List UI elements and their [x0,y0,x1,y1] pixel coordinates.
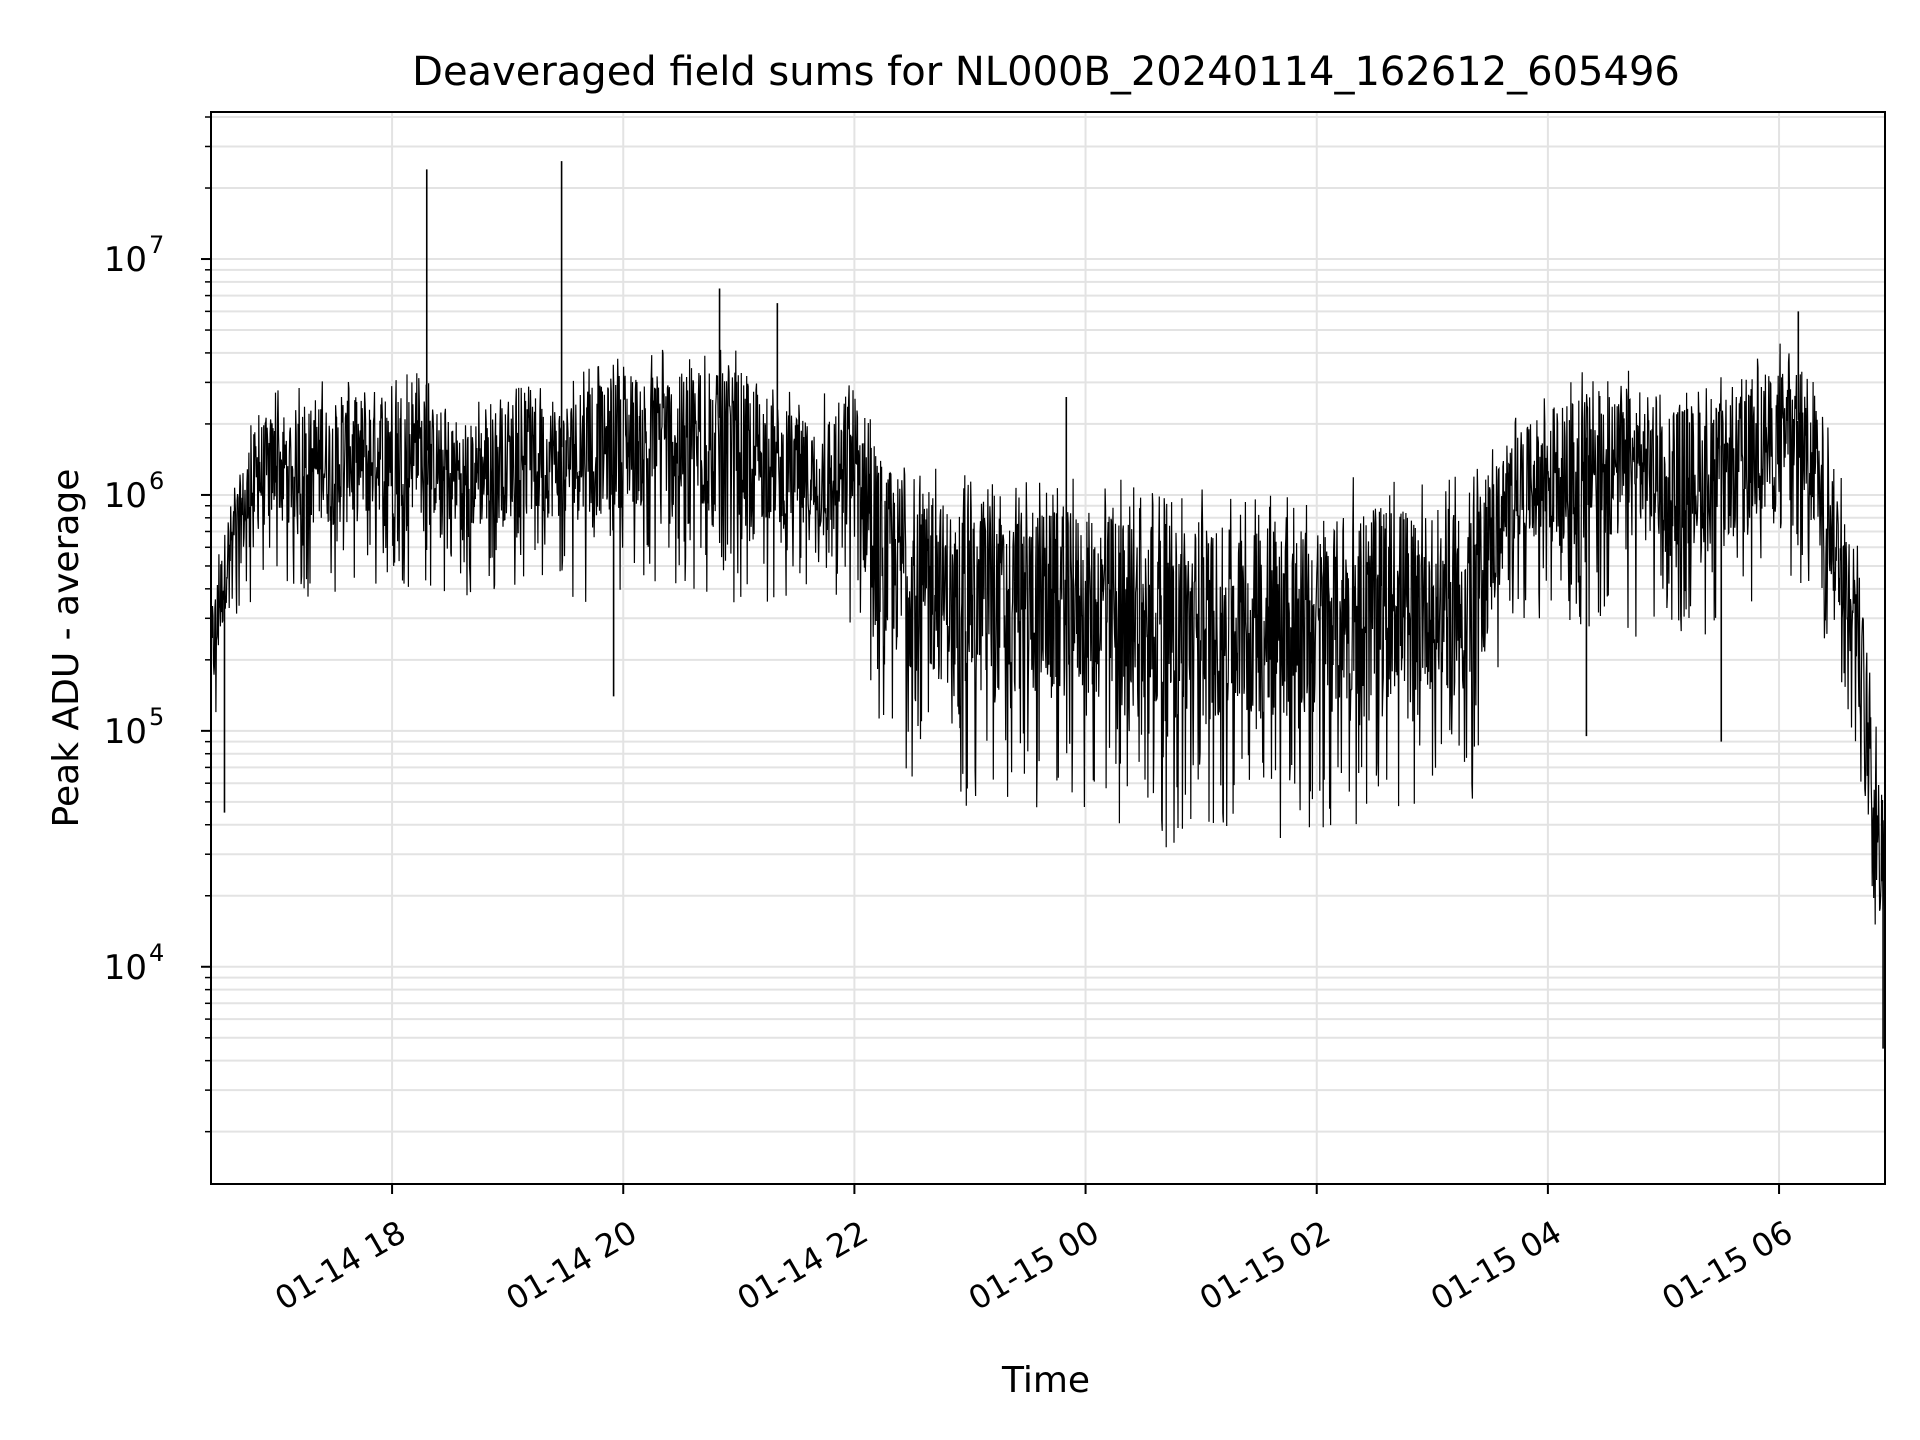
y-tick-label: 10 [104,948,147,988]
y-tick-exponent: 6 [149,467,164,495]
y-axis-title: Peak ADU - average [46,469,87,828]
x-axis-title: Time [1001,1360,1090,1401]
plot-frame [210,111,1886,1185]
y-tick-exponent: 7 [149,231,164,259]
series-line [210,343,1886,925]
chart-title: Deaveraged field sums for NL000B_2024011… [412,49,1680,95]
data-series [210,161,1886,1049]
y-tick-exponent: 5 [149,703,164,731]
y-tick-label: 10 [104,240,147,280]
y-tick-exponent: 4 [149,939,164,967]
y-tick-label: 10 [104,712,147,752]
y-tick-label: 10 [104,476,147,516]
